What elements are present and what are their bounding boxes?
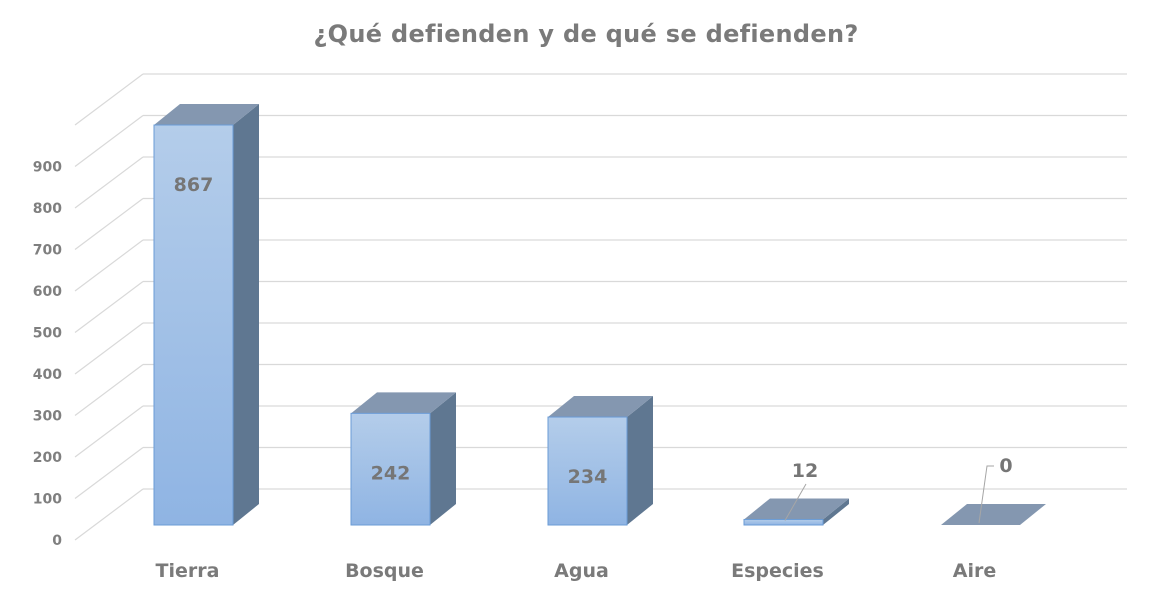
bar-side	[823, 498, 849, 525]
gridline-diagonal	[74, 156, 144, 209]
bar-top	[941, 504, 1046, 525]
y-tick-label: 700	[33, 243, 62, 259]
bar-aire: 0	[941, 455, 1046, 525]
bar-side	[233, 104, 259, 525]
gridline-diagonal	[74, 281, 144, 333]
x-category-label: Tierra	[156, 560, 220, 582]
y-tick-label: 300	[33, 409, 62, 425]
leader-line	[784, 483, 807, 521]
gridline-diagonal	[74, 115, 144, 167]
y-tick-label: 500	[33, 326, 62, 342]
data-label: 12	[792, 460, 818, 482]
bar-top	[744, 498, 849, 520]
data-label: 867	[174, 174, 214, 196]
gridline-diagonal	[74, 73, 144, 126]
bar-front	[547, 416, 628, 526]
gridline-diagonal	[74, 198, 144, 250]
x-category-label: Agua	[554, 560, 609, 582]
bar-bosque: 242	[350, 392, 456, 526]
x-category-label: Bosque	[345, 560, 424, 582]
bar-top	[351, 392, 456, 414]
y-tick-label: 600	[33, 284, 62, 300]
bars: 867 242 234 12 0	[153, 104, 1046, 526]
y-tick-label: 900	[33, 160, 62, 176]
y-tick-label: 0	[52, 533, 62, 549]
x-axis: Tierra Bosque Agua Especies Aire	[156, 560, 997, 582]
gridline-diagonal	[74, 447, 144, 499]
gridline-diagonal	[74, 405, 144, 458]
leader-line	[978, 465, 994, 524]
bar-top	[154, 104, 259, 125]
bar-top	[548, 396, 653, 418]
bar-side	[627, 396, 653, 525]
gridline-diagonal	[74, 239, 144, 292]
y-axis: 0 100 200 300 400 500 600 700 800 900	[33, 160, 62, 550]
x-category-label: Especies	[731, 560, 824, 582]
bar-agua: 234	[547, 396, 653, 526]
bar-tierra: 867	[153, 104, 259, 526]
y-tick-label: 800	[33, 201, 62, 217]
y-tick-label: 200	[33, 450, 62, 466]
x-category-label: Aire	[953, 560, 996, 582]
data-label: 0	[999, 455, 1012, 477]
gridline-diagonal	[74, 488, 144, 541]
bar-front	[153, 124, 234, 526]
gridline-diagonal	[74, 322, 144, 375]
bar-especies: 12	[743, 460, 849, 526]
chart-title: ¿Qué defienden y de qué se defienden?	[313, 20, 859, 48]
data-label: 234	[568, 466, 608, 488]
bar-front	[743, 518, 824, 526]
data-label: 242	[371, 462, 411, 484]
y-tick-label: 400	[33, 367, 62, 383]
gridline-diagonal	[74, 364, 144, 416]
bar-side	[430, 392, 456, 525]
y-tick-label: 100	[33, 492, 62, 508]
bar-front	[350, 412, 431, 526]
